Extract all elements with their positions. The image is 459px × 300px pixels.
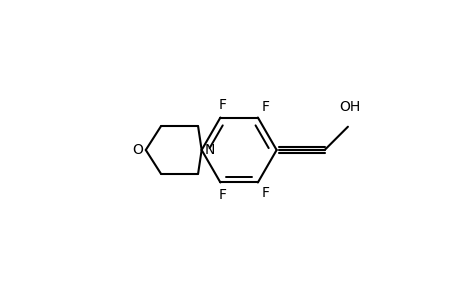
Text: F: F [218, 188, 226, 202]
Text: N: N [204, 143, 215, 157]
Text: F: F [262, 185, 269, 200]
Text: F: F [262, 100, 269, 115]
Text: OH: OH [339, 100, 360, 114]
Text: O: O [132, 143, 143, 157]
Text: F: F [218, 98, 226, 112]
